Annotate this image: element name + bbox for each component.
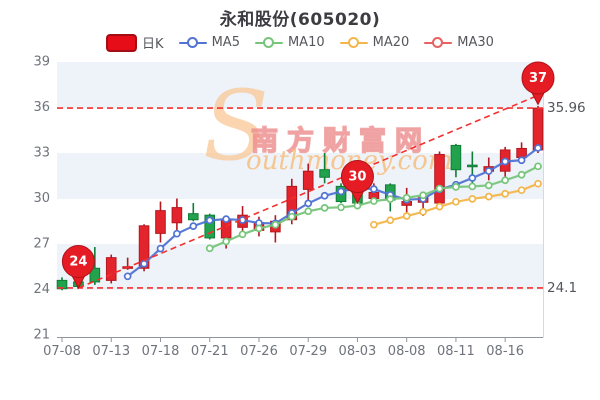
candle — [450, 143, 462, 178]
balloon-marker-24: 24 — [61, 244, 95, 290]
annotation-lines: 35.96 24.1 — [57, 94, 586, 296]
svg-text:24: 24 — [69, 254, 87, 269]
legend-label: MA30 — [457, 35, 494, 50]
candle — [319, 153, 330, 184]
x-tick-label: 07-26 — [240, 344, 278, 359]
legend-item-MA10[interactable]: MA10 — [254, 35, 325, 50]
legend-label: MA10 — [287, 35, 325, 50]
balloon-marker-37: 37 — [521, 61, 555, 106]
ma5-line — [123, 144, 542, 281]
candle — [270, 215, 281, 243]
chart-legend: 日K MA5 MA10 MA20 MA30 — [0, 33, 600, 52]
ma10-line — [205, 162, 542, 253]
legend-label: 日K — [142, 37, 164, 52]
y-tick-label: 24 — [33, 282, 50, 297]
chart-title: 永和股份(605020) — [219, 10, 381, 30]
x-tick-label: 08-11 — [437, 344, 475, 359]
x-tick-label: 07-08 — [43, 344, 81, 359]
legend-item-MA30[interactable]: MA30 — [424, 35, 494, 50]
line-circle-marker-icon — [254, 37, 283, 48]
price-label: 24.1 — [547, 280, 577, 296]
x-tick-label: 08-16 — [486, 344, 524, 359]
price-label: 35.96 — [547, 100, 586, 116]
y-tick-label: 21 — [33, 328, 50, 343]
svg-text:37: 37 — [529, 71, 547, 86]
candle — [155, 201, 166, 243]
legend-item-日K[interactable]: 日K — [106, 33, 164, 52]
legend-item-MA20[interactable]: MA20 — [339, 35, 410, 50]
svg-text:30: 30 — [348, 170, 366, 185]
x-tick-label: 07-18 — [142, 344, 180, 359]
y-tick-label: 36 — [33, 100, 50, 115]
legend-item-MA5[interactable]: MA5 — [178, 35, 240, 50]
x-tick-label: 08-03 — [339, 344, 377, 359]
background-band — [57, 62, 543, 108]
candle — [105, 254, 117, 284]
x-tick-label: 07-21 — [191, 344, 229, 359]
candle-swatch-icon — [106, 33, 138, 52]
ma20-line — [370, 179, 542, 229]
balloon-marker-30: 30 — [340, 160, 374, 205]
y-tick-label: 39 — [33, 55, 50, 70]
x-tick-label: 07-29 — [289, 344, 327, 359]
line-circle-marker-icon — [339, 37, 368, 48]
dashed-trendline — [78, 94, 539, 289]
axes: 21 24 27 30 33 36 39 07-08 07-13 07-18 07-21 07-26 0… — [33, 55, 544, 359]
y-tick-label: 33 — [33, 146, 50, 161]
candle — [188, 203, 199, 222]
candle — [434, 151, 445, 206]
line-circle-marker-icon — [424, 37, 453, 48]
background-band — [57, 244, 543, 290]
y-tick-label: 27 — [33, 237, 50, 252]
line-circle-marker-icon — [178, 37, 207, 48]
legend-label: MA5 — [211, 35, 240, 50]
background-band — [57, 153, 543, 199]
legend-label: MA20 — [372, 35, 410, 50]
candle — [302, 163, 314, 202]
y-tick-label: 30 — [33, 191, 50, 206]
x-tick-label: 08-08 — [388, 344, 426, 359]
candle — [89, 247, 101, 285]
x-tick-label: 07-13 — [92, 344, 130, 359]
